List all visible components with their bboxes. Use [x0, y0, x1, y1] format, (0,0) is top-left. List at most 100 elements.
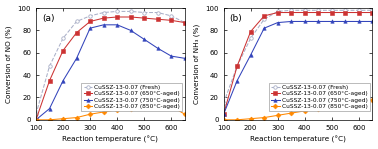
CuSSZ-13-0.07 (Fresh): [115, 11, 119, 12]
Line: CuSSZ-13-0.07 (650°C-aged): CuSSZ-13-0.07 (650°C-aged): [34, 15, 187, 122]
CuSSZ-13-0.07 (750°C-aged): [343, 21, 348, 22]
CuSSZ-13-0.07 (Fresh): [370, 9, 375, 11]
CuSSZ-13-0.07 (Fresh): [88, 15, 92, 17]
CuSSZ-13-0.07 (650°C-aged): [88, 21, 92, 22]
Line: CuSSZ-13-0.07 (750°C-aged): CuSSZ-13-0.07 (750°C-aged): [222, 20, 374, 116]
CuSSZ-13-0.07 (650°C-aged): [34, 119, 38, 121]
CuSSZ-13-0.07 (850°C-aged): [74, 117, 79, 118]
CuSSZ-13-0.07 (Fresh): [34, 113, 38, 115]
CuSSZ-13-0.07 (Fresh): [142, 12, 147, 13]
CuSSZ-13-0.07 (650°C-aged): [142, 17, 147, 19]
CuSSZ-13-0.07 (850°C-aged): [343, 103, 348, 105]
Line: CuSSZ-13-0.07 (Fresh): CuSSZ-13-0.07 (Fresh): [34, 10, 187, 116]
Legend: CuSSZ-13-0.07 (Fresh), CuSSZ-13-0.07 (650°C-aged), CuSSZ-13-0.07 (750°C-aged), C: CuSSZ-13-0.07 (Fresh), CuSSZ-13-0.07 (65…: [81, 83, 182, 111]
CuSSZ-13-0.07 (Fresh): [262, 18, 266, 20]
CuSSZ-13-0.07 (850°C-aged): [330, 105, 334, 107]
CuSSZ-13-0.07 (650°C-aged): [276, 12, 280, 13]
CuSSZ-13-0.07 (750°C-aged): [248, 54, 253, 56]
CuSSZ-13-0.07 (Fresh): [357, 9, 361, 11]
CuSSZ-13-0.07 (650°C-aged): [101, 17, 106, 19]
CuSSZ-13-0.07 (750°C-aged): [370, 21, 375, 22]
CuSSZ-13-0.07 (850°C-aged): [289, 112, 293, 114]
CuSSZ-13-0.07 (650°C-aged): [357, 12, 361, 13]
CuSSZ-13-0.07 (750°C-aged): [262, 27, 266, 29]
CuSSZ-13-0.07 (650°C-aged): [248, 31, 253, 32]
CuSSZ-13-0.07 (850°C-aged): [357, 101, 361, 103]
CuSSZ-13-0.07 (650°C-aged): [289, 12, 293, 13]
CuSSZ-13-0.07 (650°C-aged): [169, 20, 174, 21]
CuSSZ-13-0.07 (Fresh): [221, 102, 226, 104]
CuSSZ-13-0.07 (650°C-aged): [115, 16, 119, 18]
CuSSZ-13-0.07 (650°C-aged): [330, 12, 334, 13]
CuSSZ-13-0.07 (Fresh): [74, 21, 79, 22]
CuSSZ-13-0.07 (Fresh): [169, 15, 174, 17]
Line: CuSSZ-13-0.07 (750°C-aged): CuSSZ-13-0.07 (750°C-aged): [34, 23, 187, 122]
CuSSZ-13-0.07 (Fresh): [47, 65, 52, 67]
CuSSZ-13-0.07 (850°C-aged): [142, 107, 147, 108]
CuSSZ-13-0.07 (650°C-aged): [370, 12, 375, 13]
Line: CuSSZ-13-0.07 (Fresh): CuSSZ-13-0.07 (Fresh): [222, 8, 374, 105]
CuSSZ-13-0.07 (650°C-aged): [235, 65, 239, 67]
CuSSZ-13-0.07 (750°C-aged): [169, 55, 174, 57]
Line: CuSSZ-13-0.07 (850°C-aged): CuSSZ-13-0.07 (850°C-aged): [222, 98, 374, 122]
Line: CuSSZ-13-0.07 (850°C-aged): CuSSZ-13-0.07 (850°C-aged): [34, 105, 187, 122]
CuSSZ-13-0.07 (850°C-aged): [302, 110, 307, 112]
CuSSZ-13-0.07 (Fresh): [129, 11, 133, 12]
CuSSZ-13-0.07 (750°C-aged): [316, 21, 321, 22]
Y-axis label: Conversion of NH₃ (%): Conversion of NH₃ (%): [193, 24, 200, 104]
CuSSZ-13-0.07 (Fresh): [235, 65, 239, 67]
X-axis label: Reaction temperature (°C): Reaction temperature (°C): [250, 136, 346, 143]
CuSSZ-13-0.07 (750°C-aged): [129, 30, 133, 31]
CuSSZ-13-0.07 (750°C-aged): [61, 80, 65, 82]
CuSSZ-13-0.07 (750°C-aged): [276, 22, 280, 24]
CuSSZ-13-0.07 (750°C-aged): [221, 113, 226, 115]
CuSSZ-13-0.07 (750°C-aged): [330, 21, 334, 22]
CuSSZ-13-0.07 (Fresh): [276, 11, 280, 12]
CuSSZ-13-0.07 (850°C-aged): [115, 109, 119, 111]
CuSSZ-13-0.07 (850°C-aged): [34, 119, 38, 121]
Text: (b): (b): [229, 14, 242, 23]
CuSSZ-13-0.07 (650°C-aged): [343, 12, 348, 13]
CuSSZ-13-0.07 (850°C-aged): [235, 119, 239, 121]
CuSSZ-13-0.07 (750°C-aged): [88, 27, 92, 29]
CuSSZ-13-0.07 (750°C-aged): [47, 108, 52, 110]
X-axis label: Reaction temperature (°C): Reaction temperature (°C): [62, 136, 158, 143]
CuSSZ-13-0.07 (650°C-aged): [47, 80, 52, 82]
CuSSZ-13-0.07 (650°C-aged): [262, 15, 266, 17]
CuSSZ-13-0.07 (850°C-aged): [61, 118, 65, 120]
CuSSZ-13-0.07 (850°C-aged): [183, 113, 187, 115]
CuSSZ-13-0.07 (Fresh): [330, 9, 334, 11]
CuSSZ-13-0.07 (750°C-aged): [183, 58, 187, 59]
CuSSZ-13-0.07 (650°C-aged): [74, 32, 79, 34]
Legend: CuSSZ-13-0.07 (Fresh), CuSSZ-13-0.07 (650°C-aged), CuSSZ-13-0.07 (750°C-aged), C: CuSSZ-13-0.07 (Fresh), CuSSZ-13-0.07 (65…: [269, 83, 370, 111]
CuSSZ-13-0.07 (750°C-aged): [142, 38, 147, 40]
CuSSZ-13-0.07 (650°C-aged): [155, 18, 160, 20]
CuSSZ-13-0.07 (850°C-aged): [88, 113, 92, 115]
CuSSZ-13-0.07 (650°C-aged): [183, 22, 187, 24]
CuSSZ-13-0.07 (850°C-aged): [316, 108, 321, 110]
CuSSZ-13-0.07 (850°C-aged): [47, 119, 52, 121]
CuSSZ-13-0.07 (850°C-aged): [129, 108, 133, 110]
CuSSZ-13-0.07 (850°C-aged): [248, 118, 253, 120]
CuSSZ-13-0.07 (850°C-aged): [370, 99, 375, 101]
Y-axis label: Conversion of NO (%): Conversion of NO (%): [6, 25, 12, 103]
CuSSZ-13-0.07 (750°C-aged): [289, 21, 293, 22]
CuSSZ-13-0.07 (850°C-aged): [276, 114, 280, 116]
CuSSZ-13-0.07 (750°C-aged): [235, 80, 239, 82]
CuSSZ-13-0.07 (750°C-aged): [101, 24, 106, 26]
CuSSZ-13-0.07 (650°C-aged): [61, 50, 65, 51]
CuSSZ-13-0.07 (650°C-aged): [302, 12, 307, 13]
CuSSZ-13-0.07 (Fresh): [316, 9, 321, 11]
CuSSZ-13-0.07 (650°C-aged): [221, 113, 226, 115]
CuSSZ-13-0.07 (Fresh): [248, 37, 253, 39]
CuSSZ-13-0.07 (750°C-aged): [155, 47, 160, 49]
CuSSZ-13-0.07 (Fresh): [343, 9, 348, 11]
CuSSZ-13-0.07 (750°C-aged): [115, 24, 119, 26]
Text: (a): (a): [42, 14, 54, 23]
CuSSZ-13-0.07 (850°C-aged): [262, 117, 266, 118]
CuSSZ-13-0.07 (Fresh): [101, 12, 106, 13]
CuSSZ-13-0.07 (Fresh): [183, 22, 187, 24]
CuSSZ-13-0.07 (750°C-aged): [74, 58, 79, 59]
CuSSZ-13-0.07 (850°C-aged): [101, 111, 106, 113]
CuSSZ-13-0.07 (Fresh): [289, 9, 293, 11]
